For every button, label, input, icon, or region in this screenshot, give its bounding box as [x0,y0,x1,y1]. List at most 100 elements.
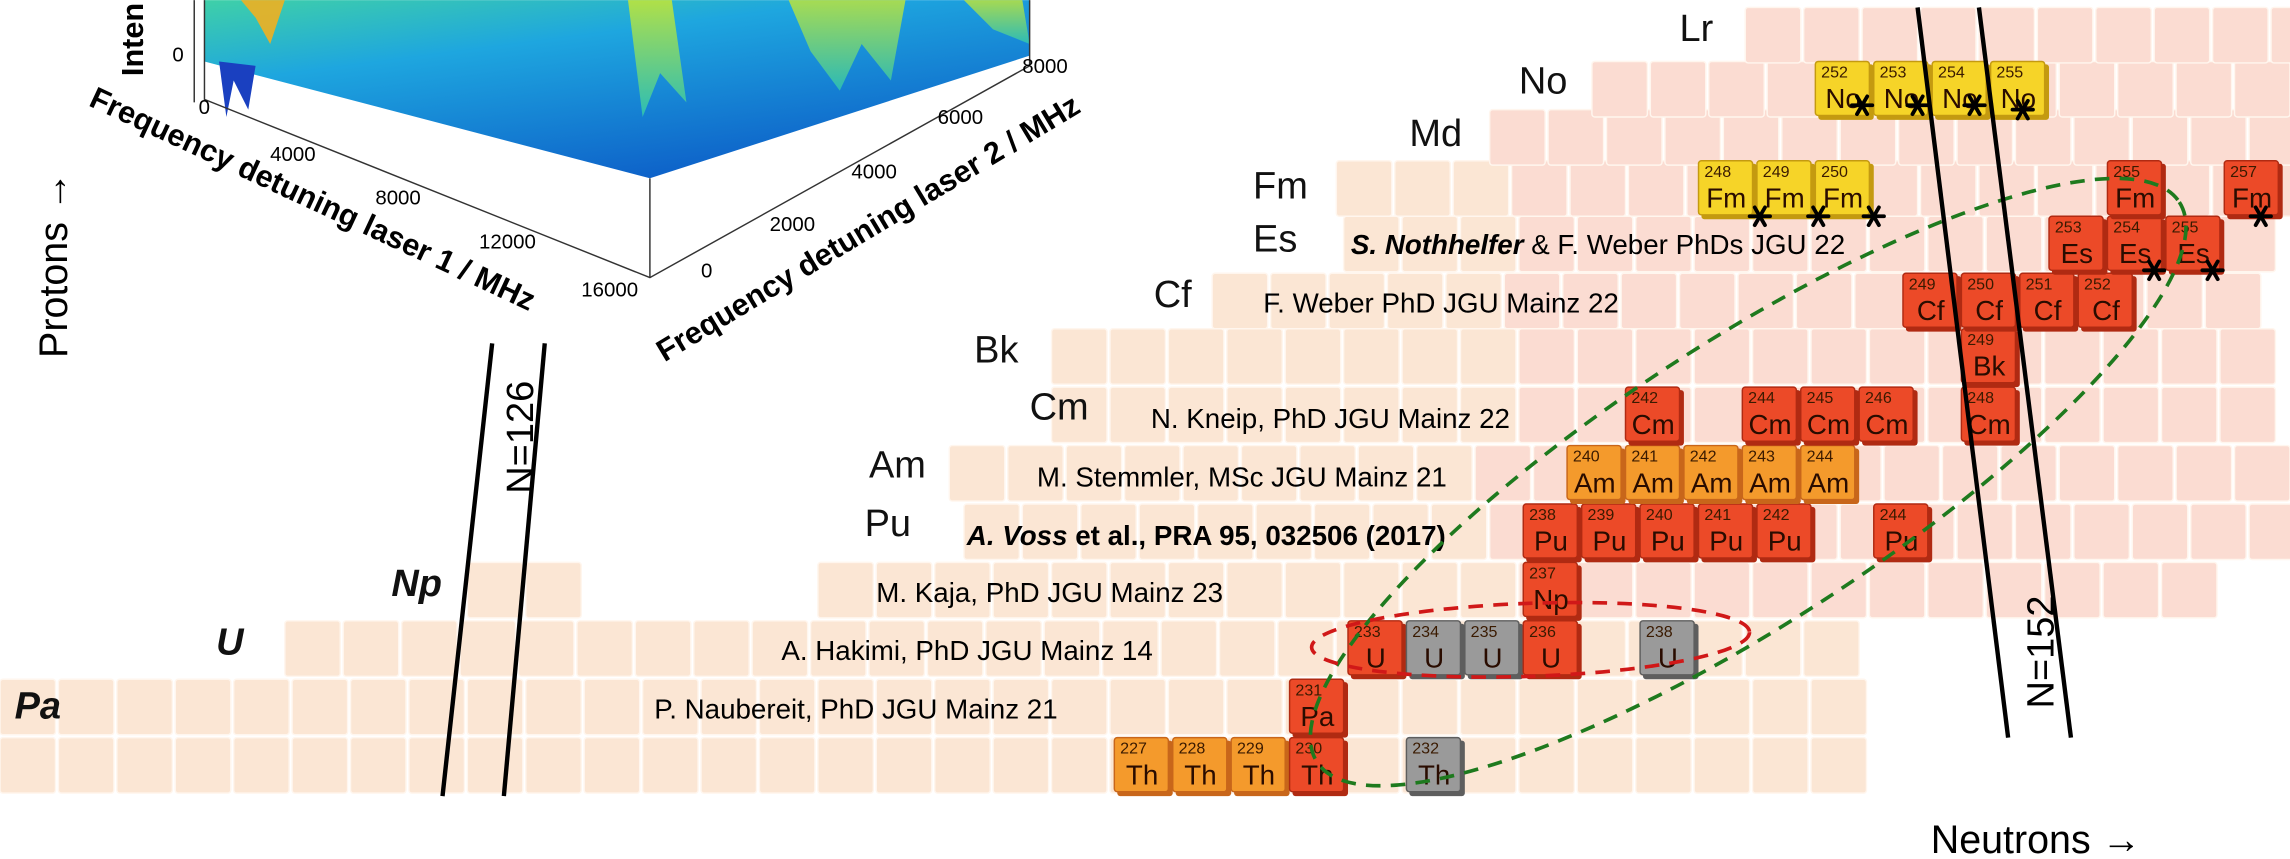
pale-cell [2118,61,2173,116]
pale-cell [2074,504,2129,559]
pale-cell [1636,738,1691,793]
pale-cell [2096,7,2151,62]
x-tick-label: 12000 [479,230,536,253]
mass-number: 229 [1237,740,1264,758]
pale-cell [1577,738,1632,793]
nuclide: 239Pu [1582,504,1640,562]
element-symbol: Cf [1975,295,2003,326]
pale-cell [343,621,398,676]
element-symbol: Cm [1968,409,2011,440]
pale-cell [818,738,873,793]
element-symbol: Th [1126,759,1158,790]
surface [204,0,1029,178]
element-symbol: Am [1691,467,1733,498]
mass-number: 253 [1880,64,1907,82]
pale-cell [1519,387,1574,442]
pale-cell [1519,679,1574,734]
mass-number: 251 [2026,275,2053,293]
pale-cell [1052,679,1107,734]
background-cells [0,7,2290,793]
pale-cell [1804,621,1859,676]
mass-number: 243 [1748,448,1775,466]
mass-number: 254 [2113,218,2140,236]
x-axis-label: Neutrons → [1931,818,2141,859]
nuclide: 253Es [2049,216,2107,274]
y-tick-label: 2000 [770,213,815,236]
element-symbol: Pu [1592,526,1626,557]
mass-number: 228 [1179,740,1206,758]
pale-cell [518,621,573,676]
pale-cell [1921,7,1976,62]
pale-cell [58,679,113,734]
thesis-reference: N. Kneip, PhD JGU Mainz 22 [1151,403,1510,434]
mass-number: 242 [1690,448,1717,466]
nuclide: 235U [1465,621,1523,679]
pale-cell [1680,273,1735,328]
pale-cell [2118,446,2173,501]
element-label: Bk [974,329,1019,371]
nuclide: 248 Fm [1699,161,1757,219]
pale-cell [1745,621,1800,676]
pale-cell [351,738,406,793]
element-symbol: Cm [1865,409,1908,440]
thesis-part: M. Kaja, PhD JGU Mainz 23 [876,577,1223,608]
pale-cell [526,679,581,734]
element-symbol: Fm [1706,183,1746,214]
pale-cell [1650,61,1705,116]
element-symbol: U [1483,643,1503,674]
mass-number: 248 [1704,163,1731,181]
thesis-reference: P. Naubereit, PhD JGU Mainz 21 [654,694,1057,725]
pale-cell [1621,273,1676,328]
mass-number: 242 [1631,389,1658,407]
nuclide: 230Th [1290,738,1348,796]
pale-cell [1709,61,1764,116]
pale-cell [1512,161,1567,216]
element-symbol: Th [1184,759,1216,790]
thesis-part: N. Kneip, PhD JGU Mainz 22 [1151,403,1510,434]
pale-cell [1344,562,1399,617]
element-symbol: Am [1632,467,1674,498]
pale-cell [1161,621,1216,676]
element-label: Lr [1680,8,1714,50]
pale-cell [1577,329,1632,384]
pale-cell [1285,562,1340,617]
pale-cell [1344,679,1399,734]
pale-cell [1577,679,1632,734]
pale-cell [1168,329,1223,384]
nuclide: 228Th [1173,738,1231,796]
element-symbol: Am [1574,467,1616,498]
thesis-part: S. Nothhelfer [1351,229,1526,260]
element-symbol: Pu [1768,526,1802,557]
pale-cell [2271,7,2290,62]
pale-cell [2059,446,2114,501]
pale-cell [409,738,464,793]
element-symbol: Th [1243,759,1275,790]
pale-cell [2045,329,2100,384]
mass-number: 244 [1748,389,1775,407]
pale-cell [2103,387,2158,442]
nuclide: 257Fm [2224,161,2282,219]
pale-cell [2045,387,2100,442]
pale-cell [1986,216,2041,271]
pale-cell [643,738,698,793]
element-label: U [216,621,245,663]
pale-cell [1767,61,1822,116]
element-symbol: Fm [2115,183,2155,214]
mass-number: 250 [1821,163,1848,181]
pale-cell [1753,562,1808,617]
pale-cell [58,738,113,793]
mass-number: 237 [1529,564,1556,582]
x-tick-label: 0 [199,96,210,119]
pale-cell [1862,7,1917,62]
pale-cell [1811,562,1866,617]
pale-cell [2154,7,2209,62]
element-symbol: Fm [1765,183,1805,214]
pale-cell [2132,110,2187,165]
pale-cell [2213,7,2268,62]
pale-cell [1395,161,1450,216]
figure: Inten00400080001200016000020004000600080… [0,0,2290,859]
